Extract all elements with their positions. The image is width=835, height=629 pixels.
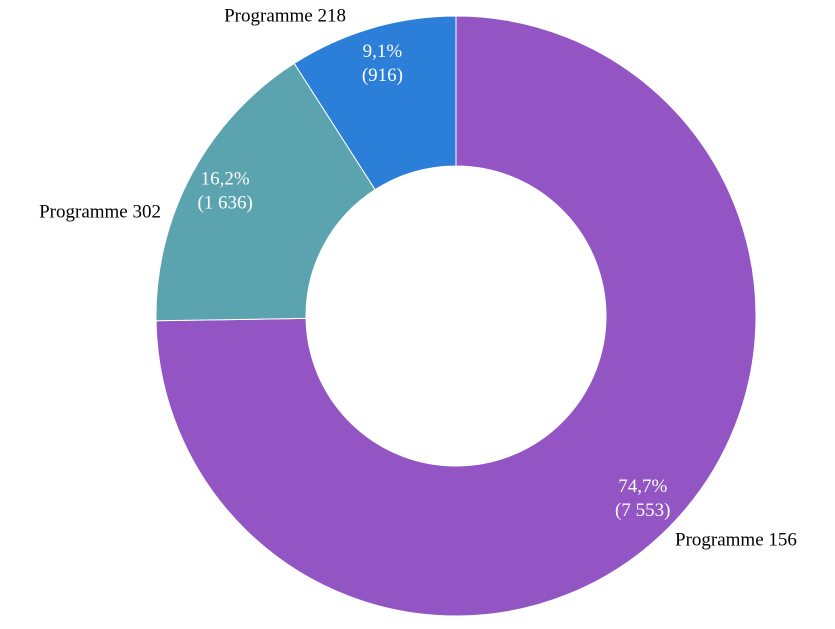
category-label: Programme 302 <box>39 201 161 222</box>
value-label: (7 553) <box>615 500 670 521</box>
donut-slice <box>155 15 757 617</box>
value-label: (1 636) <box>197 192 252 213</box>
category-label: Programme 218 <box>224 5 346 26</box>
donut-slice <box>293 15 457 191</box>
donut-slice <box>155 62 376 322</box>
share-label: 74,7% <box>618 476 667 497</box>
category-label: Programme 156 <box>675 529 797 550</box>
value-label: (916) <box>362 65 403 86</box>
share-label: 9,1% <box>363 41 403 62</box>
share-label: 16,2% <box>201 168 250 189</box>
